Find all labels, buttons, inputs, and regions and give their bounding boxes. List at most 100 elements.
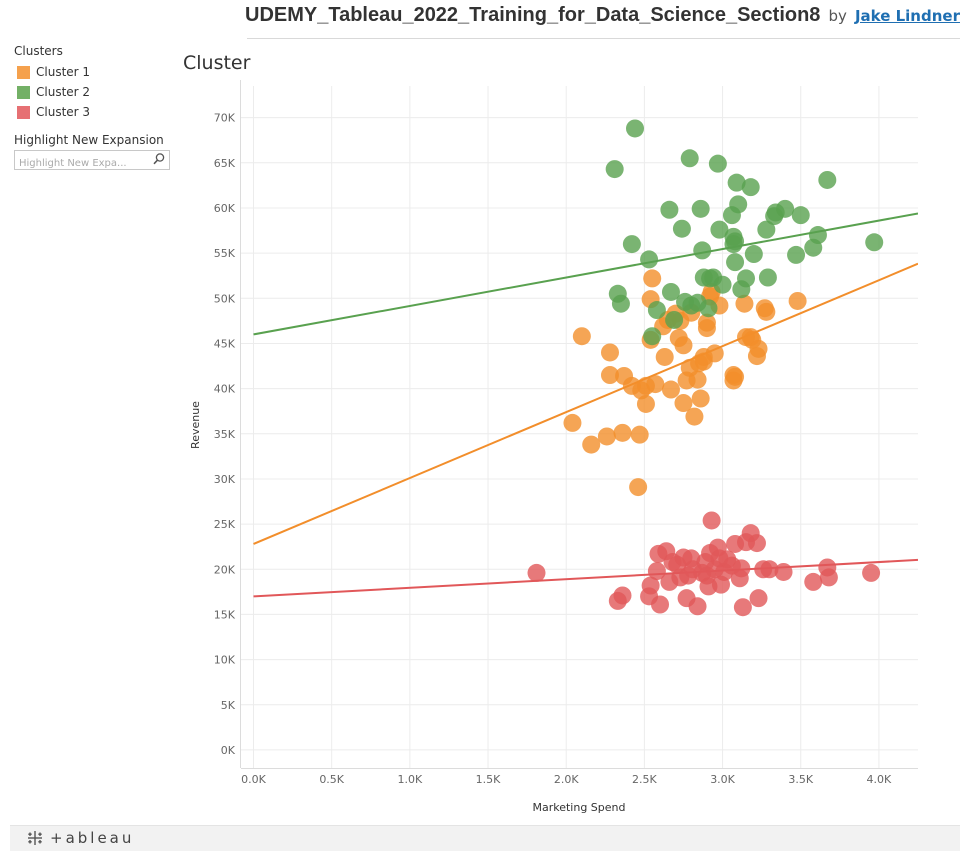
- data-point: [597, 427, 616, 446]
- data-point: [600, 343, 619, 362]
- data-point: [582, 435, 601, 454]
- tableau-cross-icon: [28, 831, 42, 845]
- data-point: [629, 478, 648, 497]
- data-point: [724, 235, 743, 254]
- search-icon[interactable]: [152, 152, 166, 166]
- data-point: [660, 200, 679, 219]
- y-tick-label: 15K: [214, 608, 236, 621]
- data-point: [572, 327, 591, 346]
- y-tick-label: 10K: [214, 654, 236, 667]
- data-point: [674, 336, 693, 355]
- x-tick-label: 1.0K: [397, 773, 422, 786]
- trend-line: [253, 558, 918, 598]
- data-point: [735, 294, 754, 313]
- highlight-control: Highlight New Expansion: [14, 133, 174, 172]
- data-point: [749, 589, 768, 608]
- data-point: [613, 586, 632, 605]
- y-tick-label: 25K: [214, 518, 236, 531]
- data-point: [672, 219, 691, 238]
- data-point: [708, 154, 727, 173]
- legend-swatch: [17, 105, 30, 119]
- y-tick-label: 20K: [214, 563, 236, 576]
- highlight-search-input[interactable]: [15, 155, 149, 172]
- axes: 0K 5K 10K 15K 20K 25K 30K 35K 40K 45K 50K 55K 60K 65K…: [214, 80, 918, 786]
- data-point: [630, 425, 649, 444]
- y-tick-label: 50K: [214, 292, 236, 305]
- legend-swatch: [17, 65, 30, 79]
- data-point: [727, 173, 746, 192]
- data-point: [757, 220, 776, 239]
- data-point: [641, 576, 660, 595]
- data-point: [527, 563, 546, 582]
- data-point: [688, 370, 707, 389]
- legend-swatch: [17, 85, 30, 99]
- data-point: [787, 245, 806, 264]
- data-point: [699, 299, 718, 318]
- highlight-title: Highlight New Expansion: [14, 133, 164, 147]
- data-point: [733, 598, 752, 617]
- tableau-logo-text: +ableau: [50, 829, 135, 847]
- scatter-chart: 0K 5K 10K 15K 20K 25K 30K 35K 40K 45K 50K 55K 60K 65K…: [189, 80, 918, 814]
- data-point: [600, 366, 619, 385]
- data-point: [804, 572, 823, 591]
- trend-line: [253, 262, 918, 545]
- data-point: [643, 327, 662, 346]
- data-point: [661, 380, 680, 399]
- data-point: [680, 149, 699, 168]
- data-point: [819, 568, 838, 587]
- data-point: [757, 302, 776, 321]
- data-point: [702, 511, 721, 530]
- data-point: [808, 226, 827, 245]
- author-link[interactable]: Jake Lindner: [854, 7, 960, 25]
- data-point: [744, 245, 763, 264]
- x-tick-label: 2.5K: [632, 773, 657, 786]
- data-point: [776, 199, 795, 218]
- data-point: [651, 595, 670, 614]
- workbook-header: UDEMY_Tableau_2022_Training_for_Data_Sci…: [245, 4, 960, 30]
- x-tick-label: 1.5K: [476, 773, 501, 786]
- x-tick-label: 3.5K: [788, 773, 813, 786]
- data-point: [563, 413, 582, 432]
- y-tick-label: 45K: [214, 337, 236, 350]
- legend-item-cluster-1[interactable]: Cluster 1: [14, 62, 174, 82]
- y-axis-label: Revenue: [189, 401, 202, 449]
- data-point: [665, 310, 684, 329]
- data-point: [749, 339, 768, 358]
- data-point: [643, 269, 662, 288]
- x-axis-label: Marketing Spend: [532, 801, 625, 814]
- data-point: [661, 282, 680, 301]
- data-point: [605, 160, 624, 179]
- data-point: [732, 559, 751, 578]
- data-point: [741, 178, 760, 197]
- legend-item-cluster-2[interactable]: Cluster 2: [14, 82, 174, 102]
- tableau-logo[interactable]: +ableau: [26, 829, 134, 847]
- data-point: [688, 597, 707, 616]
- by-label: by: [828, 7, 847, 25]
- data-point: [726, 367, 745, 386]
- x-tick-label: 0.0K: [241, 773, 266, 786]
- chart-marks: [527, 119, 884, 617]
- data-point: [737, 269, 756, 288]
- data-point: [818, 170, 837, 189]
- data-point: [697, 319, 716, 338]
- data-point: [646, 375, 665, 394]
- legend-item-cluster-3[interactable]: Cluster 3: [14, 102, 174, 122]
- data-point: [611, 294, 630, 313]
- y-tick-label: 40K: [214, 383, 236, 396]
- y-tick-label: 35K: [214, 428, 236, 441]
- data-point: [640, 250, 659, 269]
- trend-line: [253, 212, 918, 336]
- x-tick-label: 4.0K: [867, 773, 892, 786]
- data-point: [626, 119, 645, 138]
- y-tick-label: 60K: [214, 202, 236, 215]
- data-point: [729, 195, 748, 214]
- y-tick-label: 30K: [214, 473, 236, 486]
- data-point: [710, 220, 729, 239]
- highlight-search-box[interactable]: [14, 150, 170, 172]
- data-point: [647, 301, 666, 320]
- data-point: [647, 562, 666, 581]
- data-point: [760, 560, 779, 579]
- data-point: [691, 199, 710, 218]
- clusters-legend: Clusters Cluster 1 Cluster 2 Cluster 3: [14, 44, 174, 122]
- y-tick-label: 0K: [221, 744, 236, 757]
